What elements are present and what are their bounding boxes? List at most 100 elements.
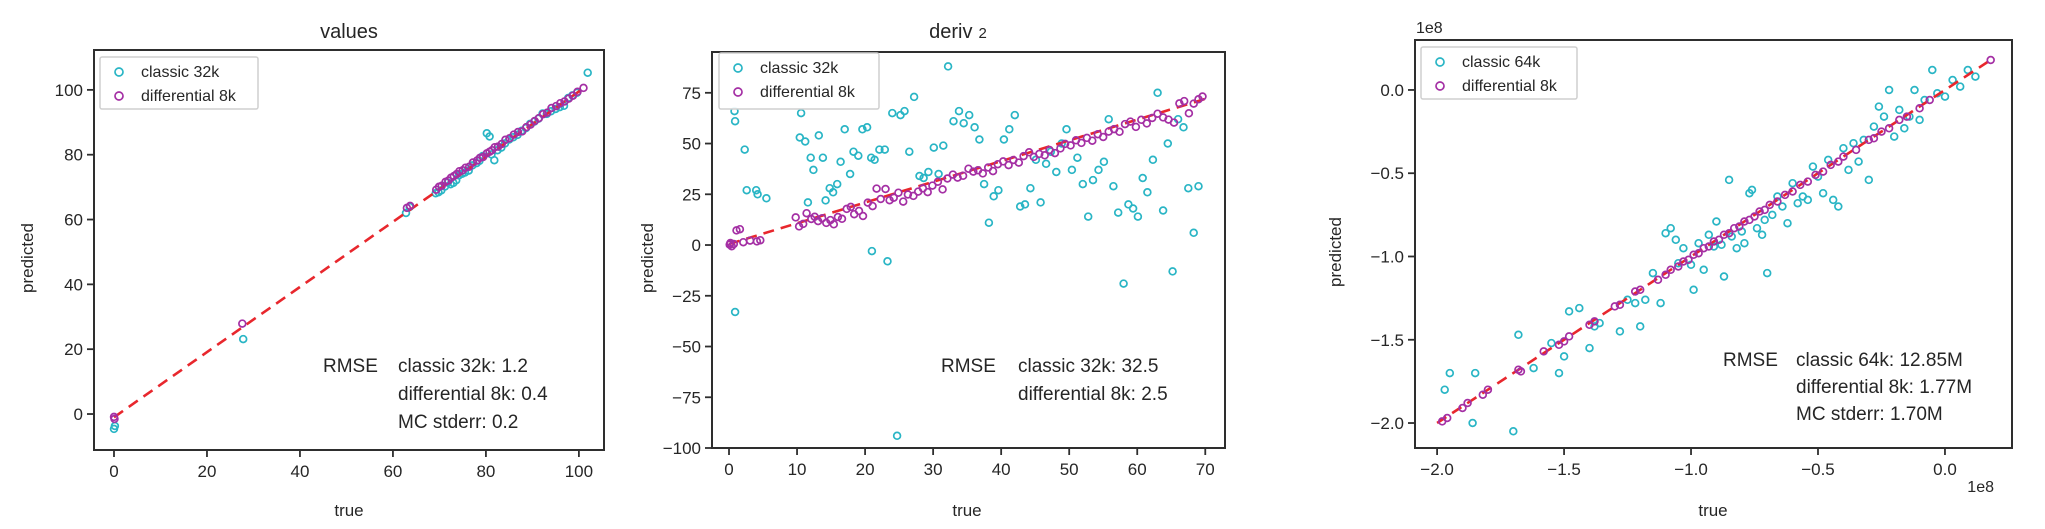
legend-marker-icon [1435, 57, 1445, 67]
scatter-point-classic [1585, 343, 1594, 353]
scatter-point-differential [1684, 255, 1693, 265]
scatter-point-classic [800, 137, 810, 146]
scatter-point-classic [915, 171, 924, 181]
scatter-point-classic [984, 218, 994, 227]
rmse-heading: RMSE [941, 356, 996, 377]
scatter-point-classic [924, 167, 933, 177]
scatter-point-classic [1689, 285, 1698, 295]
scatter-point-classic [1940, 92, 1950, 101]
scatter-point-classic [1062, 125, 1071, 134]
scatter-point-differential [556, 98, 565, 108]
scatter-point-differential [1750, 212, 1759, 221]
scatter-point-differential [1694, 248, 1703, 258]
scatter-point-differential [1986, 55, 1995, 65]
legend-box [718, 52, 880, 110]
scatter-point-classic [546, 107, 556, 116]
rmse-heading: RMSE [1723, 350, 1778, 371]
scatter-point-classic [1083, 212, 1093, 221]
scatter-point-differential [1699, 243, 1708, 253]
scatter-point-differential [923, 187, 932, 197]
scatter-point-differential [1189, 99, 1198, 108]
scatter-point-classic [880, 145, 890, 154]
scatter-point-differential [1915, 104, 1924, 113]
scatter-point-differential [1060, 139, 1070, 149]
scatter-point-differential [756, 235, 765, 245]
scatter-point-classic [1148, 155, 1158, 165]
subplot-values: 0 20 40 60 80 100 0 20 40 60 80 100 values true predic… [18, 21, 605, 520]
x-axis-label: true [952, 501, 981, 520]
scatter-point-differential [872, 184, 881, 193]
scatter-point-differential [1780, 190, 1790, 200]
scatter-point-differential [501, 135, 510, 145]
scatter-point-differential [1179, 96, 1189, 106]
scatter-point-classic [1445, 368, 1455, 378]
scatter-point-classic [883, 257, 892, 266]
scatter-point-classic [1704, 230, 1714, 240]
scatter-point-classic [1015, 202, 1025, 211]
scatter-point-differential [969, 167, 978, 176]
y-tick-label: 25 [682, 185, 701, 204]
scatter-point-classic [1005, 125, 1014, 134]
scatter-point-classic [1184, 183, 1193, 193]
scatter-point-differential [1019, 151, 1028, 161]
scatter-point-classic [888, 108, 897, 118]
identity-line [1436, 58, 1992, 425]
x-tick-label: 60 [383, 462, 402, 481]
y-tick-label: 0 [692, 236, 701, 255]
scatter-point-differential [909, 191, 918, 201]
scatter-point-differential [1559, 337, 1569, 346]
scatter-point-classic [762, 194, 771, 203]
scatter-point-differential [1610, 302, 1620, 311]
scatter-point-classic [490, 155, 499, 165]
scatter-point-classic [1113, 208, 1123, 217]
scatter-point-classic [1879, 112, 1889, 121]
y-tick-label: −100 [663, 439, 701, 458]
scatter-point-classic [828, 188, 838, 197]
scatter-point-differential [1714, 235, 1724, 245]
y-tick-label: 60 [64, 211, 83, 230]
legend-marker-icon [114, 91, 124, 101]
scatter-point-classic [1109, 181, 1118, 191]
scatter-point-classic [1778, 202, 1787, 211]
scatter-point-differential [461, 163, 470, 172]
scatter-point-differential [1024, 148, 1034, 157]
legend-label: differential 8k [141, 88, 237, 105]
scatter-point-differential [1902, 112, 1912, 121]
x-tick-label: 100 [565, 462, 593, 481]
scatter-point-classic [1036, 198, 1045, 207]
scatter-point-classic [862, 123, 872, 132]
scatter-point-classic [1915, 115, 1924, 125]
scatter-point-differential [1115, 127, 1124, 137]
scatter-point-classic [989, 192, 998, 201]
scatter-point-classic [1740, 238, 1749, 248]
scatter-point-differential [798, 219, 808, 229]
scatter-point-classic [1656, 298, 1665, 308]
scatter-point-classic [740, 145, 749, 154]
scatter-point-classic [1963, 65, 1973, 75]
scatter-point-differential [538, 109, 548, 119]
scatter-point-differential [579, 83, 588, 93]
scatter-point-differential [903, 190, 913, 199]
identity-line [113, 85, 587, 419]
scatter-point-classic [1153, 88, 1162, 98]
scatter-point-classic [1648, 268, 1658, 278]
scatter-point-classic [929, 143, 939, 152]
scatter-point-classic [751, 185, 761, 195]
scatter-point-differential [1704, 242, 1714, 251]
x-tick-label: −1.0 [1674, 460, 1708, 479]
scatter-point-classic [1661, 228, 1670, 238]
scatter-point-differential [1615, 300, 1625, 310]
scatter-point-differential [938, 185, 947, 194]
legend-label: differential 8k [1462, 78, 1558, 95]
scatter-point-classic [1679, 243, 1688, 253]
scatter-point-classic [818, 153, 828, 162]
subplot-deriv2: 0 10 20 30 40 50 60 70 −100 −75 −50 −25 0 25 50 75 deriv… [638, 21, 1226, 520]
scatter-point-classic [1828, 195, 1838, 205]
x-tick-label: −0.5 [1801, 460, 1835, 479]
legend-label: classic 64k [1462, 54, 1541, 71]
scatter-point-differential [1040, 151, 1049, 160]
scatter-point-differential [1740, 217, 1749, 226]
scatter-point-classic [1757, 230, 1767, 240]
x-offset-text: 1e8 [1967, 479, 1994, 496]
x-tick-label: 60 [1128, 460, 1147, 479]
